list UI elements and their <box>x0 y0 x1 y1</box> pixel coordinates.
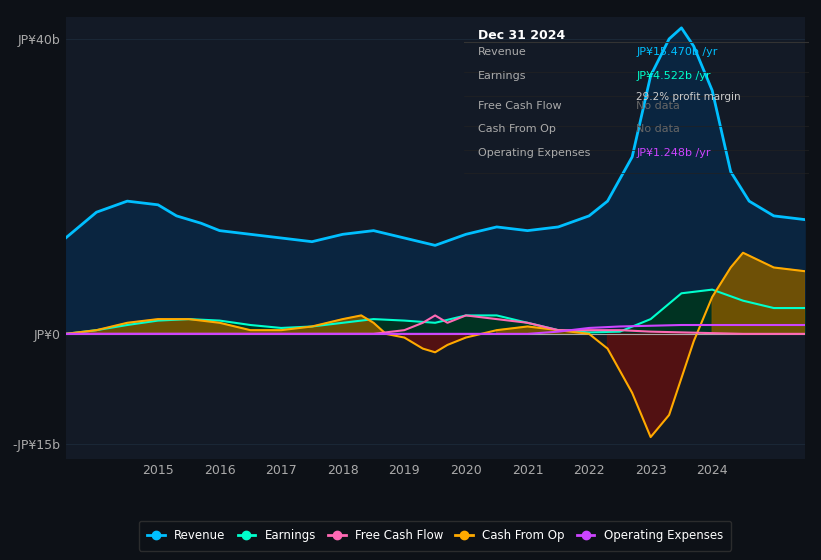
Text: Free Cash Flow: Free Cash Flow <box>478 101 562 111</box>
Text: Earnings: Earnings <box>478 71 526 81</box>
Legend: Revenue, Earnings, Free Cash Flow, Cash From Op, Operating Expenses: Revenue, Earnings, Free Cash Flow, Cash … <box>139 521 732 550</box>
Text: JP¥15.470b /yr: JP¥15.470b /yr <box>636 47 718 57</box>
Text: Operating Expenses: Operating Expenses <box>478 148 590 158</box>
Text: JP¥4.522b /yr: JP¥4.522b /yr <box>636 71 711 81</box>
Text: No data: No data <box>636 101 680 111</box>
Text: JP¥1.248b /yr: JP¥1.248b /yr <box>636 148 711 158</box>
Text: Revenue: Revenue <box>478 47 526 57</box>
Text: Cash From Op: Cash From Op <box>478 124 556 134</box>
Text: Dec 31 2024: Dec 31 2024 <box>478 29 565 41</box>
Text: 29.2% profit margin: 29.2% profit margin <box>636 92 741 102</box>
Text: No data: No data <box>636 124 680 134</box>
